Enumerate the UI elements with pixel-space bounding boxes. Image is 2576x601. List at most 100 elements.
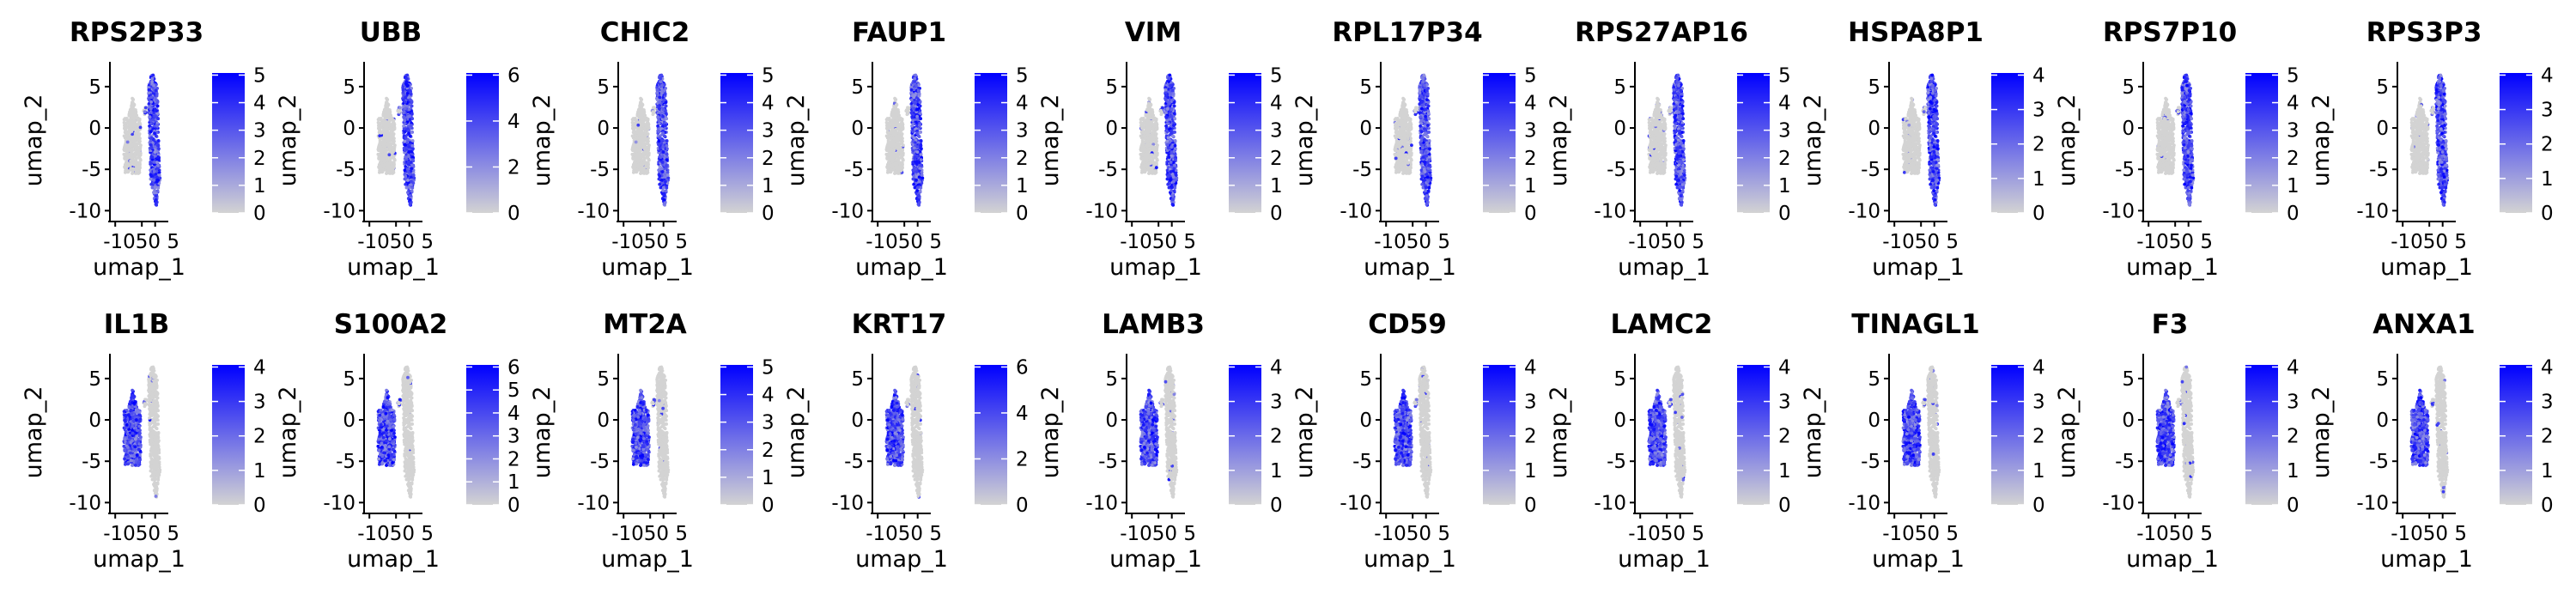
data-point (403, 119, 406, 123)
data-point (657, 119, 660, 123)
data-point (896, 145, 900, 149)
data-point (919, 190, 922, 193)
data-point (1143, 154, 1146, 157)
data-point (385, 140, 388, 143)
colorbar-tick-label: 0 (1016, 203, 1029, 225)
data-point (632, 171, 635, 174)
y-tick-label: 0 (597, 118, 610, 140)
data-point (126, 170, 130, 173)
data-point (125, 131, 129, 135)
colorbar-tick-label: 3 (762, 120, 775, 143)
data-point (408, 108, 411, 112)
data-point (665, 190, 668, 193)
data-point (895, 161, 898, 165)
data-point (664, 175, 667, 179)
data-point (663, 194, 666, 197)
data-point (149, 143, 153, 147)
data-point (896, 153, 899, 156)
data-point (128, 113, 131, 117)
data-point (124, 126, 127, 130)
data-point (636, 144, 640, 148)
colorbar-gradient (466, 73, 499, 213)
y-tick-label: 5 (88, 76, 101, 99)
x-tick-labels: -1050 5 (357, 231, 434, 253)
data-point (408, 185, 411, 189)
data-point (384, 117, 387, 120)
data-point (900, 156, 903, 160)
y-tick-label: 5 (343, 76, 355, 99)
data-point (912, 143, 915, 147)
data-point (130, 120, 133, 124)
data-point (1152, 161, 1156, 165)
colorbar-tick-label: 4 (507, 111, 520, 133)
data-point (139, 143, 143, 147)
data-point (155, 98, 158, 101)
data-point (410, 124, 413, 127)
data-point (646, 133, 649, 137)
data-point (659, 77, 662, 81)
data-point (888, 131, 891, 135)
data-point (917, 98, 920, 101)
y-axis-label: umap_2 (275, 94, 301, 187)
data-point (150, 80, 154, 83)
data-point (143, 110, 147, 113)
y-tick-label: -10 (577, 200, 610, 222)
data-point (658, 107, 661, 111)
data-point (639, 140, 642, 143)
y-tick-label: -5 (82, 159, 101, 181)
data-point (659, 74, 663, 77)
data-point (639, 172, 642, 175)
data-point (392, 140, 396, 143)
data-point (409, 198, 412, 202)
colorbar: 012345 (975, 64, 1029, 225)
y-tick-label: -5 (336, 159, 355, 181)
data-point (128, 124, 131, 127)
data-point (917, 135, 920, 138)
data-point (893, 172, 896, 175)
data-point (1146, 167, 1150, 171)
data-point (133, 110, 137, 113)
data-point (1154, 150, 1157, 154)
data-point (912, 100, 915, 104)
data-point (635, 149, 638, 153)
data-point (886, 126, 890, 130)
data-point (663, 198, 666, 202)
data-point (154, 150, 157, 154)
data-point (1150, 110, 1153, 113)
data-point (1143, 141, 1146, 144)
data-point (157, 147, 161, 150)
data-point (138, 140, 142, 143)
data-point (404, 155, 408, 159)
data-point (407, 170, 410, 173)
data-point (896, 131, 900, 135)
y-axis-label: umap_2 (783, 94, 810, 187)
panel-vim: VIM-10-505-1050 5umap_1umap_2012345 (1037, 17, 1283, 281)
data-point (384, 167, 387, 171)
data-point (896, 134, 900, 137)
data-point (886, 122, 890, 125)
data-point (152, 179, 155, 182)
data-point (665, 144, 669, 148)
data-point (124, 146, 127, 149)
data-point (911, 115, 914, 118)
data-point (156, 117, 160, 120)
data-point (407, 115, 410, 118)
data-point (1147, 140, 1151, 143)
data-point (153, 115, 156, 118)
data-point (641, 110, 645, 113)
data-point (156, 164, 160, 167)
data-point (889, 154, 892, 157)
data-point (407, 189, 410, 192)
data-point (912, 174, 915, 178)
data-point (634, 131, 637, 135)
data-point (901, 140, 904, 143)
data-point (662, 185, 665, 189)
data-point (663, 203, 666, 206)
data-point (914, 74, 917, 77)
y-tick-label: -5 (590, 159, 610, 181)
scatter-points (376, 74, 416, 207)
data-point (132, 161, 136, 165)
data-point (656, 124, 659, 128)
data-point (129, 160, 132, 163)
